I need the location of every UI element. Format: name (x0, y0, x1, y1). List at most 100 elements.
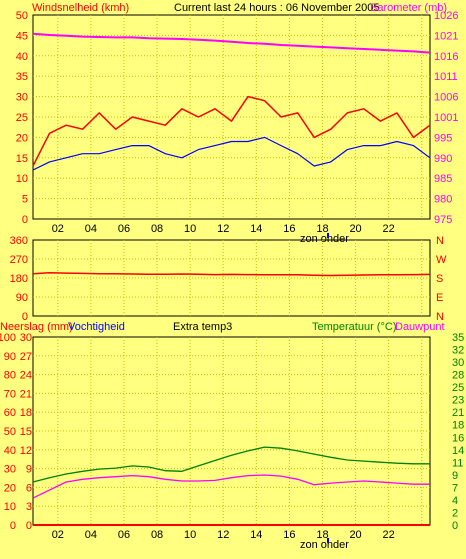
barometer-tick: 995 (434, 132, 452, 144)
direction-compass-tick: S (436, 273, 443, 285)
rain-tick: 15 (20, 426, 32, 438)
barometer-axis: 975 980 985 990 995 1001 1006 1011 1016 1021 1026 (434, 10, 458, 226)
temperature-tick: 32 (452, 345, 464, 357)
direction-degree-tick: 90 (16, 292, 28, 304)
panel-temp-grid (33, 337, 430, 525)
panel-wind-grid (33, 15, 430, 219)
humidity-tick: 100 (0, 332, 16, 344)
barometer-tick: 990 (434, 153, 452, 165)
wind-average-line (32, 136, 431, 171)
direction-degrees-axis: 0 90 180 270 360 (10, 235, 28, 323)
dewpoint-title: Dauwpunt (395, 321, 445, 333)
wind-speed-tick: 40 (16, 51, 28, 63)
wind-speed-axis: 0 5 10 15 20 25 30 35 40 45 50 (16, 10, 28, 226)
humidity-tick: 70 (4, 388, 16, 400)
barometer-tick: 980 (434, 194, 452, 206)
direction-degree-tick: 180 (10, 273, 28, 285)
panel-direction-series (32, 271, 431, 277)
x-tick-label: 04 (85, 223, 97, 235)
temperature-tick: 35 (452, 332, 464, 344)
panel-wind-x-axis: 02 04 06 08 10 12 14 16 18 20 22 (52, 223, 395, 235)
dewpoint-line (32, 474, 430, 499)
wind-speed-tick: 10 (16, 173, 28, 185)
x-tick-label: 08 (151, 223, 163, 235)
x-tick-label: 02 (52, 529, 64, 541)
barometer-tick: 1016 (434, 51, 458, 63)
rain-axis: 0 3 6 9 12 15 18 21 24 27 30 (20, 332, 32, 532)
x-tick-label: 12 (217, 529, 229, 541)
rain-tick: 0 (26, 520, 32, 532)
temperature-tick: 4 (452, 495, 458, 507)
rain-tick: 12 (20, 445, 32, 457)
temperature-tick: 0 (452, 520, 458, 532)
barometer-title: Barometer (mb) (370, 2, 447, 14)
x-tick-label: 18 (316, 223, 328, 235)
humidity-tick: 40 (4, 445, 16, 457)
direction-compass-tick: W (436, 254, 447, 266)
x-tick-label: 16 (283, 529, 295, 541)
temperature-tick: 7 (452, 482, 458, 494)
x-tick-label: 20 (349, 529, 361, 541)
humidity-tick: 60 (4, 407, 16, 419)
barometer-line (32, 32, 431, 54)
barometer-tick: 1001 (434, 112, 458, 124)
direction-compass-tick: E (436, 292, 443, 304)
rain-title: Neerslag (mm) (0, 321, 73, 333)
temperature-tick: 30 (452, 357, 464, 369)
x-tick-label: 06 (118, 529, 130, 541)
humidity-tick: 80 (4, 370, 16, 382)
wind-speed-tick: 45 (16, 30, 28, 42)
temperature-tick: 16 (452, 432, 464, 444)
x-tick-label: 22 (383, 223, 395, 235)
wind-speed-tick: 50 (16, 10, 28, 22)
rain-tick: 18 (20, 407, 32, 419)
panel-wind-series (32, 32, 431, 171)
barometer-tick: 1021 (434, 30, 458, 42)
humidity-tick: 0 (10, 520, 16, 532)
extra-temp-title: Extra temp3 (173, 321, 232, 333)
x-tick-label: 04 (85, 529, 97, 541)
humidity-tick: 20 (4, 482, 16, 494)
wind-speed-tick: 20 (16, 132, 28, 144)
panel-temp-x-axis: 02 04 06 08 10 12 14 16 18 20 22 (52, 529, 395, 541)
barometer-tick: 1006 (434, 92, 458, 104)
direction-degree-tick: 360 (10, 235, 28, 247)
x-tick-label: 22 (383, 529, 395, 541)
wind-speed-tick: 15 (16, 153, 28, 165)
direction-degree-tick: 0 (22, 311, 28, 323)
x-tick-label: 02 (52, 223, 64, 235)
wind-speed-title: Windsnelheid (kmh) (32, 2, 129, 14)
wind-speed-tick: 30 (16, 92, 28, 104)
x-tick-label: 08 (151, 529, 163, 541)
wind-speed-tick: 25 (16, 112, 28, 124)
x-tick-label: 10 (184, 223, 196, 235)
rain-tick: 3 (26, 501, 32, 513)
temperature-tick: 21 (452, 407, 464, 419)
x-tick-label: 16 (283, 223, 295, 235)
rain-tick: 24 (20, 370, 32, 382)
x-tick-label: 06 (118, 223, 130, 235)
barometer-tick: 975 (434, 214, 452, 226)
temperature-title: Temperatuur (°C) (312, 321, 396, 333)
direction-compass-tick: N (436, 235, 444, 247)
rain-tick: 21 (20, 388, 32, 400)
direction-compass-tick: N (436, 311, 444, 323)
wind-gust-line (32, 95, 431, 167)
sunset-label-bottom: zon onder (300, 539, 349, 551)
x-tick-label: 12 (217, 223, 229, 235)
temperature-tick: 11 (452, 457, 463, 469)
x-tick-label: 14 (250, 529, 262, 541)
temperature-tick: 18 (452, 420, 464, 432)
barometer-tick: 1026 (434, 10, 458, 22)
x-tick-label: 10 (184, 529, 196, 541)
humidity-tick: 10 (4, 501, 16, 513)
rain-tick: 6 (26, 482, 32, 494)
rain-tick: 9 (26, 464, 32, 476)
humidity-title: Vochtigheid (68, 321, 125, 333)
temperature-tick: 25 (452, 382, 464, 394)
wind-speed-tick: 35 (16, 71, 28, 83)
x-tick-label: 18 (316, 529, 328, 541)
temperature-tick: 28 (452, 370, 464, 382)
